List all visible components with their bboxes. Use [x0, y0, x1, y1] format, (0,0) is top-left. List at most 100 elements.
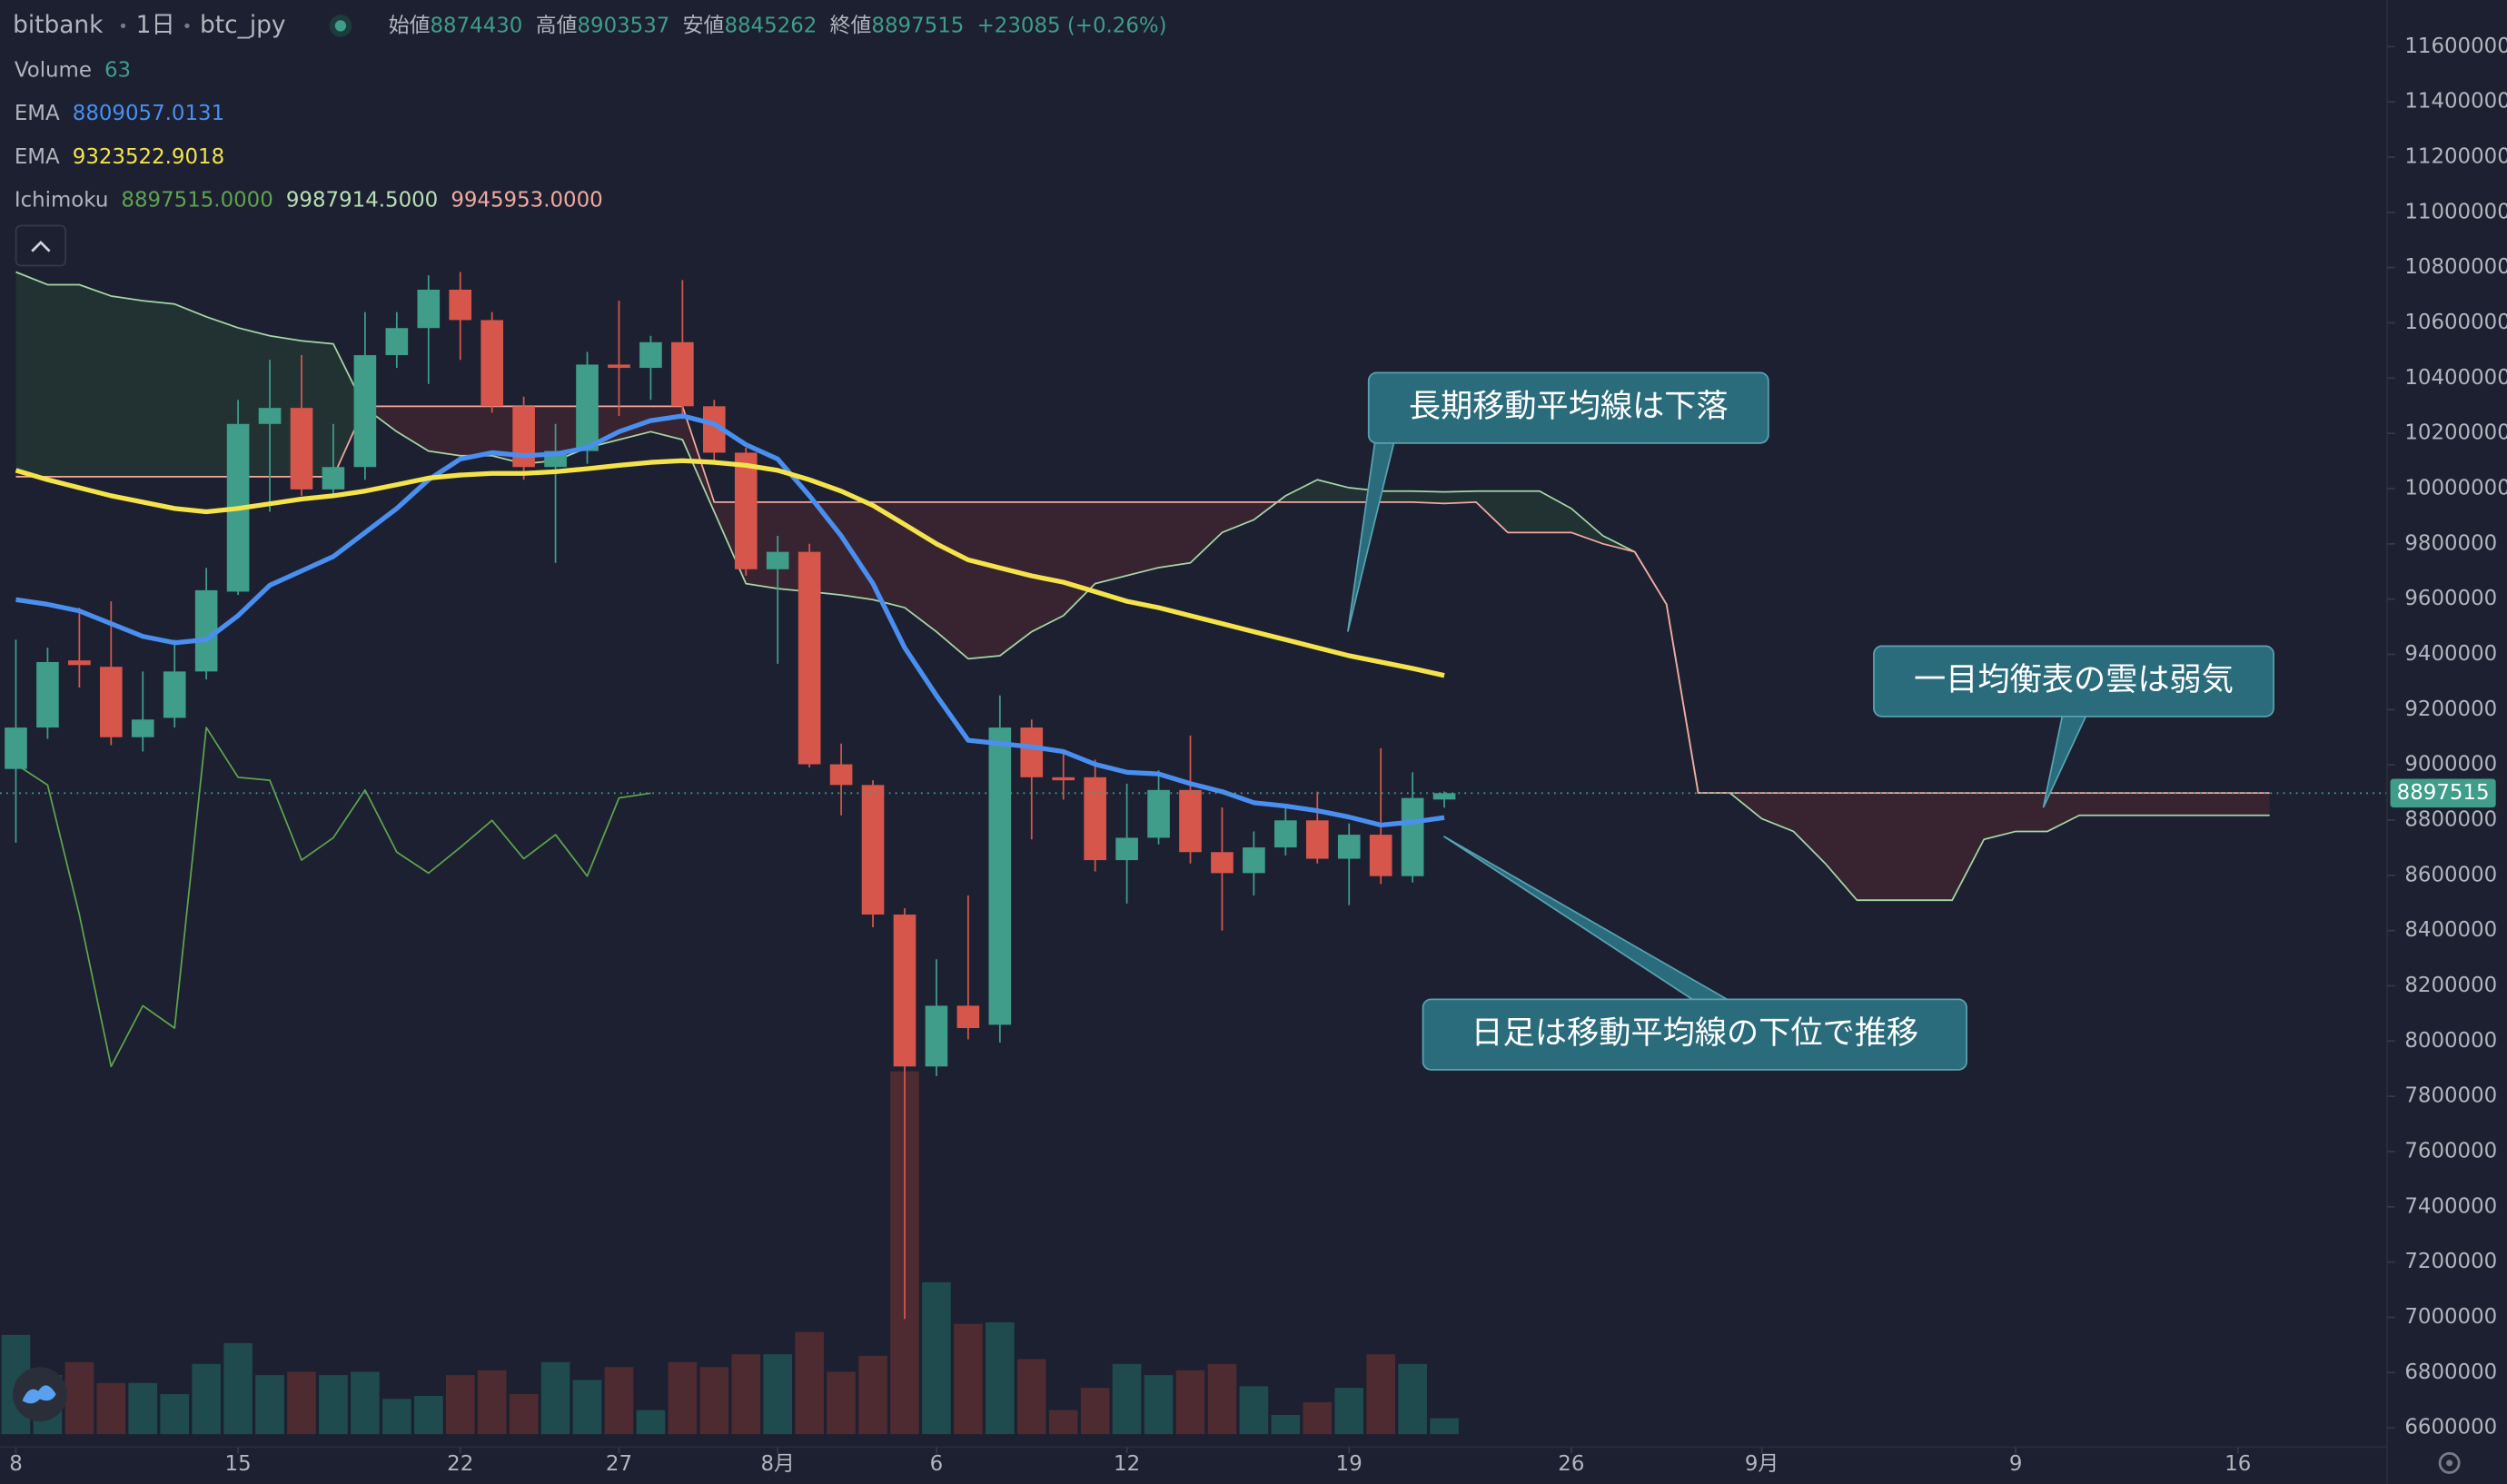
y-tick-label: 8800000 [2404, 807, 2497, 831]
cloud-segment [1476, 490, 1508, 533]
plot-area [0, 271, 2387, 1435]
collapse-button-box[interactable] [15, 224, 67, 267]
x-tick-label: 19 [1336, 1452, 1362, 1476]
ema-line [15, 458, 1445, 678]
last-price-box [2390, 778, 2496, 808]
settings-icon-center[interactable] [2446, 1459, 2453, 1467]
ichimoku-value: 9945953.0000 [451, 188, 602, 212]
cloud-segment [2142, 793, 2175, 816]
candle-body [163, 671, 186, 718]
cloud-segment [904, 501, 936, 632]
candle-body [925, 1005, 948, 1067]
y-tick-label: 7000000 [2404, 1305, 2497, 1329]
lead-span-a [15, 271, 2270, 902]
volume-name: Volume [15, 58, 92, 82]
close-value: 8897515 [871, 14, 964, 37]
cloud-segment [999, 501, 1032, 656]
collapse-icon[interactable] [31, 240, 51, 252]
cloud-segment [1190, 501, 1223, 563]
low-label: 安値 [683, 14, 725, 37]
settings-button[interactable] [2438, 1451, 2461, 1474]
x-tick-label: 9月 [1745, 1452, 1779, 1476]
y-tick-label: 8600000 [2404, 863, 2497, 886]
pair: btc_jpy [200, 11, 286, 39]
volume-value: 63 [104, 58, 131, 82]
candle-body [1432, 793, 1456, 800]
y-tick-label: 9800000 [2404, 531, 2497, 555]
cloud-segment [460, 406, 492, 456]
cloud-segment [111, 295, 144, 477]
candle-body [99, 667, 123, 737]
candle-body [1369, 835, 1392, 876]
candle-body [1147, 789, 1170, 838]
candle-body [734, 452, 758, 569]
y-tick-label: 8000000 [2404, 1029, 2497, 1053]
volume-bar [413, 1395, 443, 1435]
candle-body [576, 364, 599, 451]
y-tick-label: 9200000 [2404, 697, 2497, 721]
interval: 1日 [136, 11, 175, 39]
candle-body [481, 320, 503, 407]
x-tick-label: 6 [930, 1452, 944, 1476]
candle-body [353, 355, 377, 468]
y-tick-label: 9600000 [2404, 587, 2497, 610]
collapse-button[interactable] [15, 224, 67, 267]
volume-bar [1366, 1354, 1396, 1435]
close-label: 終値 [830, 14, 872, 37]
candle-body [671, 341, 694, 407]
cloud-segment [1095, 501, 1127, 584]
cloud-segment [79, 284, 112, 477]
y-tick-label: 8200000 [2404, 974, 2497, 997]
x-tick-label: 15 [225, 1452, 252, 1476]
cloud-segment [2174, 793, 2206, 816]
volume-bar [287, 1371, 316, 1435]
cloud-segment [2237, 793, 2270, 816]
volume-bar [731, 1354, 761, 1435]
candle-body [1243, 847, 1265, 874]
y-tick-label: 7200000 [2404, 1250, 2497, 1273]
x-tick-label: 12 [1114, 1452, 1140, 1476]
volume-bar [1239, 1386, 1269, 1435]
cloud-segment [2079, 793, 2111, 816]
volume-bar [1207, 1363, 1237, 1435]
volume-bar [827, 1371, 856, 1435]
candle-body [385, 328, 409, 356]
cloud-segment [1507, 490, 1540, 533]
candle-body [1115, 837, 1138, 861]
ichimoku-value: 9987914.5000 [286, 188, 438, 212]
candle-body [449, 289, 472, 321]
ema-name: EMA [15, 102, 60, 125]
lagging-span [15, 727, 651, 1068]
volume-bar [858, 1355, 887, 1435]
settings-icon[interactable] [2438, 1451, 2461, 1474]
volume-bar [96, 1382, 126, 1435]
y-tick-label: 10400000 [2404, 366, 2507, 390]
candle-body [68, 660, 91, 666]
cloud-segment [174, 303, 207, 477]
cloud-segment [332, 343, 365, 477]
symbol: bitbank [13, 11, 104, 39]
candle-body [1084, 777, 1106, 861]
cloud-segment [2016, 793, 2048, 832]
logo-mark[interactable] [22, 1385, 56, 1404]
candle-body [1305, 820, 1329, 859]
ichimoku-value: 8897515.0000 [121, 188, 272, 212]
volume-bar [64, 1361, 94, 1435]
volume-bar [1175, 1370, 1205, 1435]
callout-text: 日足は移動平均線の下位で推移 [1472, 1014, 1919, 1052]
x-tick-label: 16 [2225, 1452, 2251, 1476]
y-tick-label: 11000000 [2404, 200, 2507, 223]
volume-bar [922, 1281, 951, 1435]
candle-body [1211, 852, 1234, 874]
logo[interactable] [13, 1367, 67, 1422]
annotations: 長期移動平均線は下落 一目均衡表の雲は弱気 日足は移動平均線の下位で推移 [1346, 371, 2274, 1071]
volume-bar [160, 1394, 190, 1435]
candle-body [322, 467, 345, 490]
volume-bar [1430, 1418, 1459, 1435]
y-tick-label: 8400000 [2404, 918, 2497, 942]
y-tick-label: 6800000 [2404, 1360, 2497, 1384]
ichimoku-legend: Ichimoku 8897515.0000 9987914.5000 9945953.… [15, 188, 603, 212]
separator [184, 23, 190, 29]
volume-bar [1016, 1359, 1046, 1435]
